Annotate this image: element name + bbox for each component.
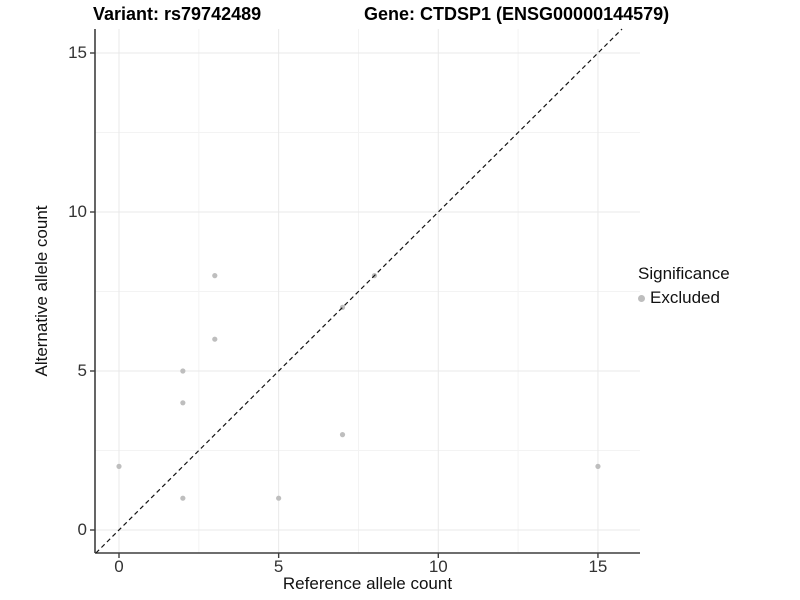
data-point xyxy=(212,273,218,279)
y-tick-label: 15 xyxy=(68,43,87,62)
y-tick-label: 10 xyxy=(68,202,87,221)
variant-title: Variant: rs79742489 xyxy=(93,4,262,24)
data-point xyxy=(180,368,186,374)
identity-reference-line xyxy=(95,28,623,554)
x-tick-label: 0 xyxy=(114,557,124,576)
data-point xyxy=(180,495,186,501)
data-point xyxy=(212,336,218,342)
x-tick-label: 15 xyxy=(588,557,608,576)
x-tick-label: 5 xyxy=(273,557,284,576)
legend-item-excluded: Excluded xyxy=(638,288,730,308)
x-tick-label: 10 xyxy=(428,557,448,576)
gene-title: Gene: CTDSP1 (ENSG00000144579) xyxy=(364,4,670,24)
y-axis-title: Alternative allele count xyxy=(32,205,51,377)
y-tick-labels: 0 5 10 15 xyxy=(53,0,87,600)
x-axis-title: Reference allele count xyxy=(282,574,453,593)
legend-title: Significance xyxy=(638,264,730,283)
legend: Significance Excluded xyxy=(638,264,730,308)
y-tick-label: 5 xyxy=(77,361,87,380)
legend-point-icon xyxy=(638,294,645,302)
data-point xyxy=(339,432,346,438)
data-point xyxy=(116,463,122,469)
data-point xyxy=(180,400,186,406)
data-point xyxy=(595,463,601,469)
y-tick-label: 0 xyxy=(77,520,87,539)
data-point xyxy=(276,495,282,501)
x-tick-labels: 0 5 10 15 xyxy=(0,557,800,577)
legend-item-label: Excluded xyxy=(650,288,720,307)
